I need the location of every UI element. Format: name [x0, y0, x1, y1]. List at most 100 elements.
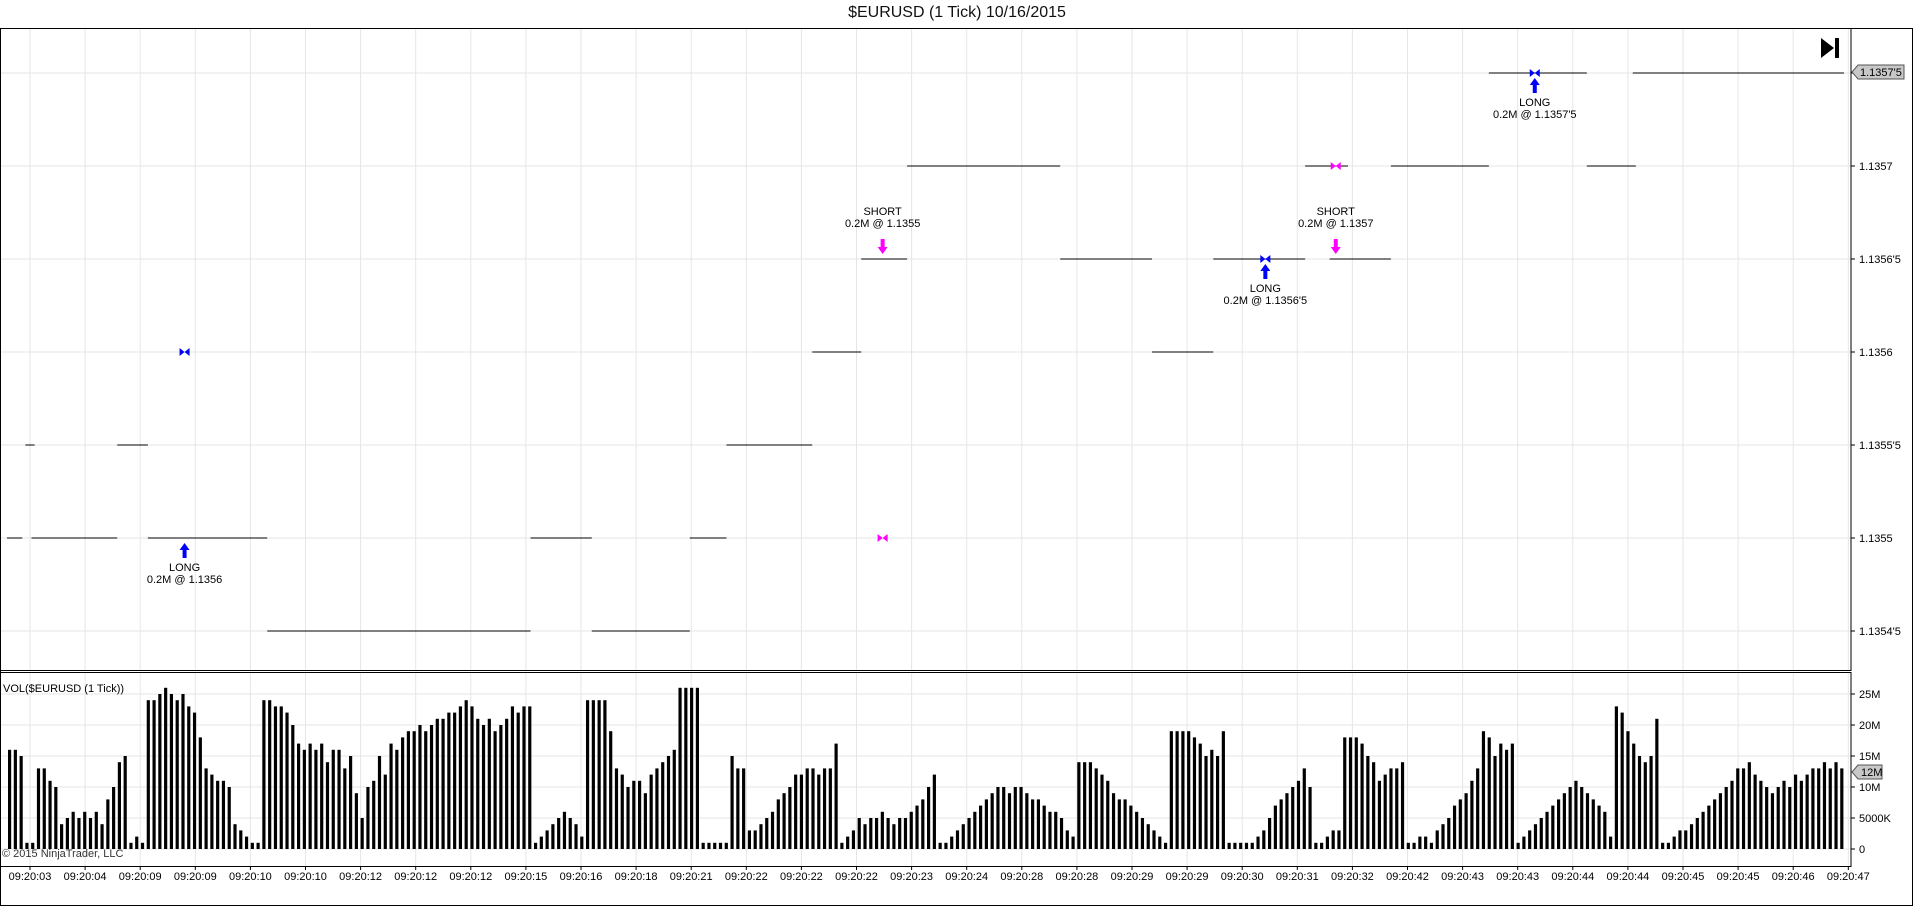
volume-bar[interactable] — [447, 712, 451, 849]
volume-bar[interactable] — [453, 712, 457, 849]
volume-bar[interactable] — [562, 811, 567, 849]
volume-bar[interactable] — [1788, 787, 1792, 849]
volume-bar[interactable] — [984, 799, 988, 849]
volume-bar[interactable] — [244, 836, 249, 849]
volume-bar[interactable] — [366, 787, 370, 849]
volume-bar[interactable] — [776, 799, 780, 849]
volume-bar[interactable] — [239, 830, 243, 849]
volume-bar[interactable] — [505, 718, 509, 849]
volume-bar[interactable] — [435, 718, 439, 849]
volume-bar[interactable] — [690, 687, 694, 849]
volume-bar[interactable] — [1308, 787, 1312, 849]
volume-bar[interactable] — [961, 824, 965, 849]
volume-bar[interactable] — [1770, 793, 1775, 849]
volume-bar[interactable] — [1100, 774, 1104, 849]
volume-bar[interactable] — [799, 774, 804, 849]
volume-bar[interactable] — [401, 737, 405, 849]
fill-marker-right[interactable] — [184, 348, 190, 356]
volume-bar[interactable] — [1574, 780, 1578, 849]
volume-bar[interactable] — [788, 787, 792, 849]
volume-bar[interactable] — [1736, 768, 1740, 849]
volume-bar[interactable] — [666, 756, 671, 849]
volume-bar[interactable] — [1181, 731, 1185, 849]
volume-bar[interactable] — [1152, 830, 1156, 849]
volume-bar[interactable] — [65, 818, 69, 849]
volume-bar[interactable] — [314, 749, 318, 849]
volume-bar[interactable] — [1481, 731, 1486, 849]
volume-bar[interactable] — [1215, 756, 1220, 849]
volume-bar[interactable] — [325, 762, 330, 849]
volume-bar[interactable] — [1094, 768, 1098, 849]
volume-bar[interactable] — [117, 762, 121, 849]
volume-bar[interactable] — [1747, 762, 1751, 849]
volume-bar[interactable] — [1210, 749, 1214, 849]
fill-marker-right[interactable] — [1335, 162, 1341, 170]
volume-bar[interactable] — [377, 756, 382, 849]
volume-bar[interactable] — [1412, 842, 1416, 849]
fill-marker-left[interactable] — [1529, 69, 1535, 77]
volume-bar[interactable] — [1083, 762, 1087, 849]
volume-bar[interactable] — [1354, 737, 1358, 849]
volume-bar[interactable] — [1163, 842, 1168, 849]
volume-bar[interactable] — [811, 768, 815, 849]
volume-bar[interactable] — [597, 700, 601, 849]
volume-bar[interactable] — [1262, 830, 1266, 849]
volume-bar[interactable] — [551, 824, 555, 849]
volume-bar[interactable] — [539, 836, 543, 849]
volume-bar[interactable] — [418, 725, 422, 849]
volume-bar[interactable] — [724, 842, 728, 849]
volume-bar[interactable] — [1256, 836, 1260, 849]
volume-bar[interactable] — [522, 706, 526, 849]
long-arrow-icon[interactable] — [1260, 264, 1271, 279]
volume-bar[interactable] — [770, 811, 775, 849]
volume-bar[interactable] — [1649, 756, 1653, 849]
volume-bar[interactable] — [1106, 780, 1110, 849]
volume-bar[interactable] — [1822, 762, 1827, 849]
volume-bar[interactable] — [389, 743, 393, 849]
volume-bar[interactable] — [1406, 842, 1410, 849]
volume-bar[interactable] — [1042, 805, 1046, 849]
volume-bar[interactable] — [1117, 799, 1121, 849]
short-arrow-icon[interactable] — [1330, 239, 1341, 254]
volume-bar[interactable] — [164, 687, 168, 849]
volume-bar[interactable] — [296, 743, 301, 849]
volume-bar[interactable] — [1452, 805, 1457, 849]
volume-bar[interactable] — [1476, 768, 1480, 849]
volume-bar[interactable] — [1192, 737, 1197, 849]
volume-bar[interactable] — [354, 793, 358, 849]
volume-bar[interactable] — [458, 706, 463, 849]
volume-bar[interactable] — [1782, 780, 1786, 849]
volume-bar[interactable] — [441, 718, 445, 849]
volume-bar[interactable] — [1169, 731, 1173, 849]
volume-bar[interactable] — [620, 774, 624, 849]
volume-bar[interactable] — [1244, 842, 1249, 849]
volume-bar[interactable] — [31, 842, 35, 849]
volume-bar[interactable] — [221, 780, 226, 849]
volume-bar[interactable] — [1603, 811, 1607, 849]
volume-bar[interactable] — [1314, 842, 1318, 849]
volume-bar[interactable] — [204, 768, 208, 849]
volume-bar[interactable] — [1562, 793, 1566, 849]
volume-bar[interactable] — [603, 700, 607, 849]
volume-bar[interactable] — [187, 706, 191, 849]
volume-bar[interactable] — [1187, 731, 1191, 849]
volume-bar[interactable] — [1435, 830, 1439, 849]
volume-bar[interactable] — [424, 731, 428, 849]
volume-series[interactable] — [8, 687, 1844, 849]
volume-bar[interactable] — [285, 712, 289, 849]
volume-bar[interactable] — [638, 780, 642, 849]
long-arrow-icon[interactable] — [1529, 78, 1540, 93]
volume-bar[interactable] — [250, 842, 254, 849]
volume-bar[interactable] — [1204, 756, 1208, 849]
volume-bar[interactable] — [1158, 836, 1162, 849]
volume-bar[interactable] — [100, 824, 104, 849]
volume-bar[interactable] — [308, 743, 312, 849]
volume-bar[interactable] — [649, 774, 653, 849]
volume-bar[interactable] — [123, 756, 127, 849]
volume-bar[interactable] — [256, 842, 260, 849]
volume-bar[interactable] — [349, 756, 353, 849]
volume-bar[interactable] — [747, 830, 752, 849]
volume-bar[interactable] — [372, 780, 376, 849]
volume-bar[interactable] — [1400, 762, 1405, 849]
volume-bar[interactable] — [395, 749, 399, 849]
